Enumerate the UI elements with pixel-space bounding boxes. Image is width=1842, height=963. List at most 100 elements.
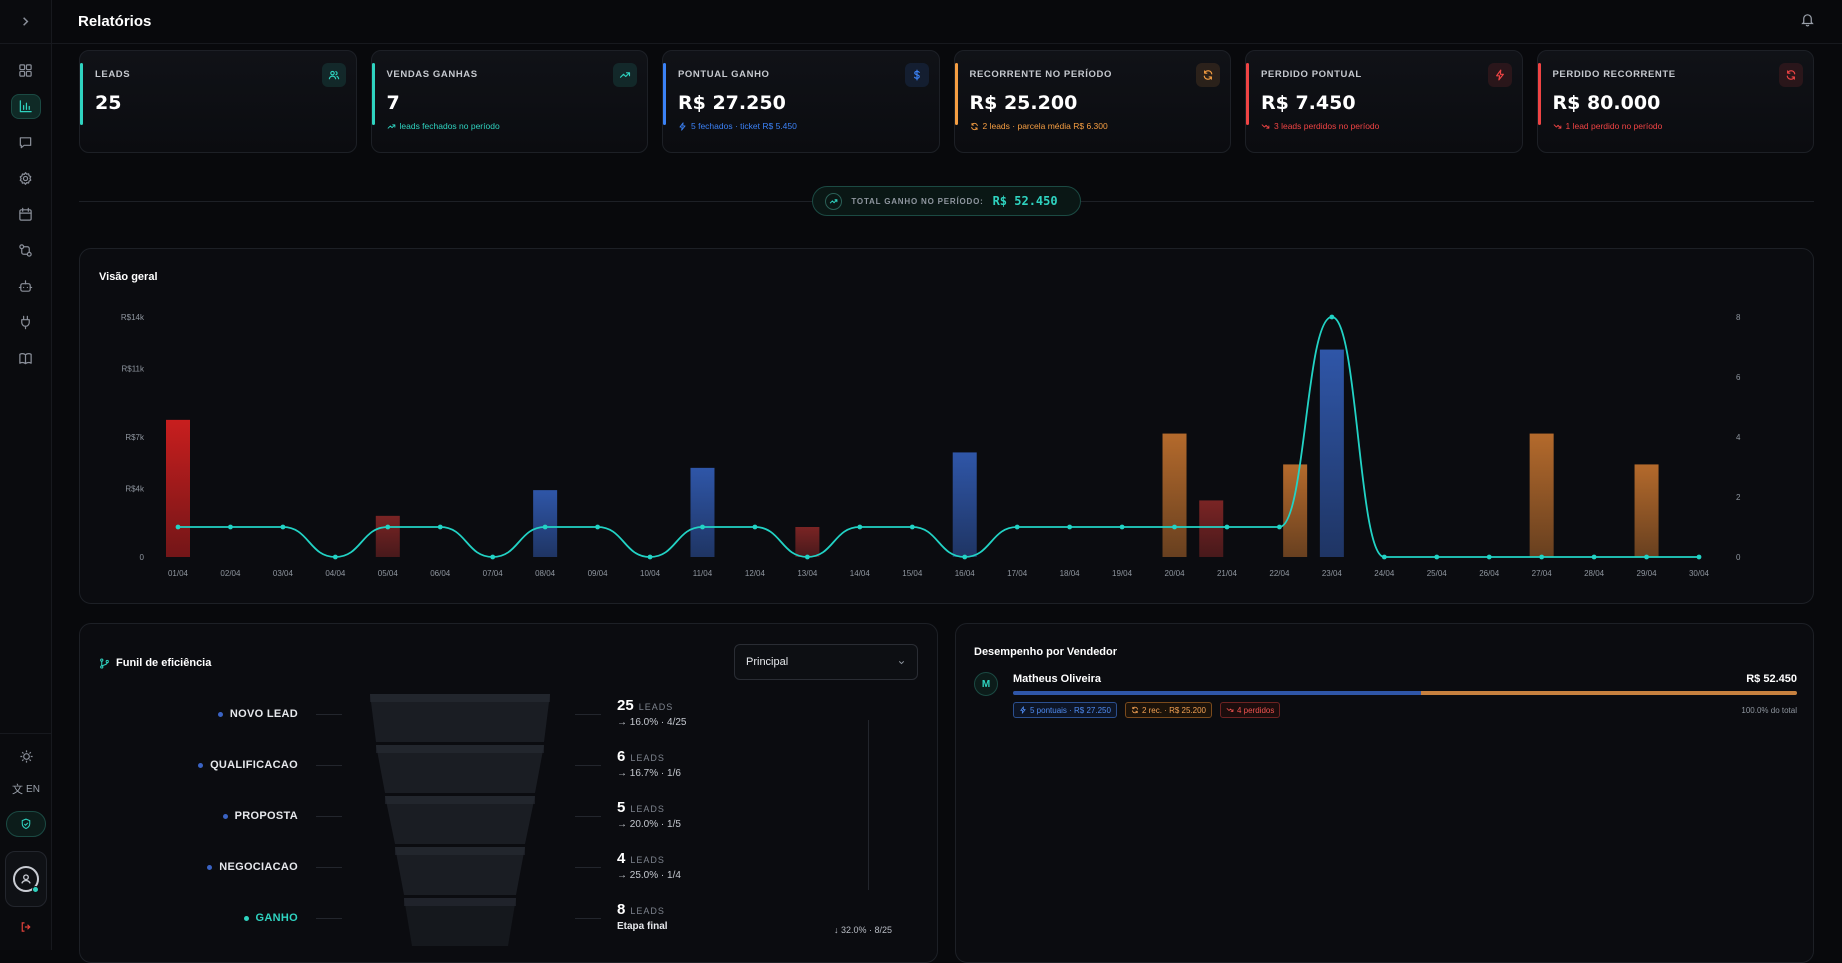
- line-point[interactable]: [1172, 524, 1177, 530]
- seller-tag-text: 5 pontuais · R$ 27.250: [1030, 705, 1111, 715]
- line-point[interactable]: [1277, 524, 1282, 530]
- translate-icon: 文: [12, 784, 24, 796]
- topbar: Relatórios: [52, 0, 1842, 44]
- line-point[interactable]: [542, 524, 548, 530]
- kpi-accent-bar: [371, 63, 375, 125]
- funnel-segment[interactable]: [376, 745, 544, 793]
- bar-recurring: [1634, 464, 1659, 557]
- line-point[interactable]: [857, 524, 863, 530]
- total-label: TOTAL GANHO NO PERÍODO:: [851, 196, 984, 206]
- line-point[interactable]: [332, 554, 338, 560]
- line-point[interactable]: [280, 524, 286, 530]
- line-point[interactable]: [1539, 554, 1545, 560]
- shield-button[interactable]: [6, 811, 46, 837]
- bar-lost: [375, 515, 400, 557]
- seller-tag: 2 rec. · R$ 25.200: [1124, 702, 1212, 718]
- line-point[interactable]: [909, 524, 915, 530]
- stage-count: 4 LEADS: [617, 850, 665, 867]
- language-toggle[interactable]: 文 EN: [12, 781, 40, 797]
- line-point[interactable]: [595, 524, 600, 530]
- total-row: TOTAL GANHO NO PERÍODO: R$ 52.450: [79, 186, 1814, 216]
- funnel-segment[interactable]: [385, 796, 535, 844]
- line-point[interactable]: [1119, 524, 1125, 530]
- kpi-subtitle-text: 1 lead perdido no período: [1565, 121, 1663, 131]
- funnel-title-wrap: Funil de eficiência: [99, 657, 211, 669]
- funnel-connector: [575, 714, 601, 715]
- x-tick-label: 09/04: [588, 569, 609, 578]
- trending-down-icon: [1261, 123, 1270, 129]
- user-icon: [21, 874, 31, 884]
- line-point[interactable]: [1434, 554, 1440, 560]
- funnel-segment[interactable]: [370, 694, 550, 742]
- funnel-segment[interactable]: [395, 847, 525, 895]
- line-point[interactable]: [1067, 524, 1073, 530]
- logout-icon[interactable]: [20, 921, 32, 936]
- line-point[interactable]: [700, 524, 705, 530]
- line-point[interactable]: [228, 524, 233, 530]
- seller-progress-bar: [1013, 691, 1797, 695]
- user-avatar-button[interactable]: [5, 851, 47, 907]
- kpi-card: PERDIDO PONTUAL R$ 7.450 3 leads perdidos …: [1245, 50, 1523, 153]
- funnel-segment[interactable]: [404, 898, 516, 946]
- workflow-icon: [19, 244, 32, 257]
- x-tick-label: 21/04: [1217, 569, 1238, 578]
- sidebar-nav: [0, 44, 51, 371]
- sidebar-item-gear[interactable]: [11, 166, 41, 191]
- bar-recurring-segment: [1420, 691, 1797, 695]
- plug-icon: [21, 315, 30, 330]
- x-tick-label: 02/04: [220, 569, 241, 578]
- stage-conversion: Etapa final: [617, 921, 668, 932]
- kpi-subtitle: 3 leads perdidos no período: [1261, 121, 1508, 131]
- x-tick-label: 14/04: [850, 569, 871, 578]
- refresh-icon: [1203, 70, 1213, 80]
- stage-count-unit: LEADS: [630, 906, 665, 916]
- stage-conversion: → 16.7% · 1/6: [617, 768, 681, 779]
- line-point[interactable]: [490, 554, 496, 560]
- sidebar-item-calendar[interactable]: [11, 202, 41, 227]
- line-point[interactable]: [1486, 554, 1492, 560]
- bell-icon[interactable]: [1800, 12, 1815, 32]
- line-point[interactable]: [647, 554, 653, 560]
- kpi-accent-bar: [1246, 63, 1249, 125]
- sidebar-item-workflow[interactable]: [11, 238, 41, 263]
- shield-icon: [21, 818, 31, 830]
- line-point[interactable]: [385, 524, 391, 530]
- x-tick-label: 05/04: [378, 569, 399, 578]
- y-left-tick: R$14k: [121, 313, 145, 322]
- line-point[interactable]: [1644, 554, 1649, 560]
- line-point[interactable]: [1696, 554, 1702, 560]
- divider: [0, 733, 52, 734]
- line-point[interactable]: [1591, 554, 1597, 560]
- line-point[interactable]: [1381, 554, 1387, 560]
- funnel-connector: [316, 765, 342, 766]
- dashboard-icon: [19, 64, 32, 77]
- line-point[interactable]: [752, 524, 758, 530]
- sidebar-item-bot[interactable]: [11, 274, 41, 299]
- sidebar-item-bar-chart[interactable]: [10, 94, 41, 119]
- line-point[interactable]: [175, 524, 181, 530]
- panel-title: Visão geral: [99, 271, 158, 283]
- y-right-tick: 4: [1736, 433, 1741, 442]
- dollar-icon: [913, 69, 920, 81]
- sun-icon[interactable]: [11, 744, 41, 769]
- bar-punctual-segment: [1013, 691, 1421, 695]
- sidebar-item-chat[interactable]: [11, 130, 41, 155]
- sidebar-item-plug[interactable]: [11, 310, 41, 335]
- bar-punctual: [690, 467, 715, 557]
- refresh-icon: [970, 122, 978, 130]
- kpi-value: R$ 27.250: [678, 92, 786, 114]
- stage-count: 5 LEADS: [617, 799, 665, 816]
- line-point[interactable]: [804, 554, 810, 560]
- line-point[interactable]: [1224, 524, 1230, 530]
- pipeline-select[interactable]: Principal: [734, 644, 918, 680]
- line-point[interactable]: [962, 554, 968, 560]
- sidebar-item-dashboard[interactable]: [11, 58, 41, 83]
- x-tick-label: 30/04: [1689, 569, 1710, 578]
- line-point[interactable]: [1014, 524, 1020, 530]
- chevron-right-icon[interactable]: [11, 9, 41, 34]
- funnel-stage-label: NOVO LEAD: [217, 708, 298, 720]
- sidebar-item-book[interactable]: [11, 346, 41, 371]
- line-point[interactable]: [1329, 314, 1335, 320]
- line-point[interactable]: [437, 524, 443, 530]
- stage-count-value: 4: [617, 850, 626, 867]
